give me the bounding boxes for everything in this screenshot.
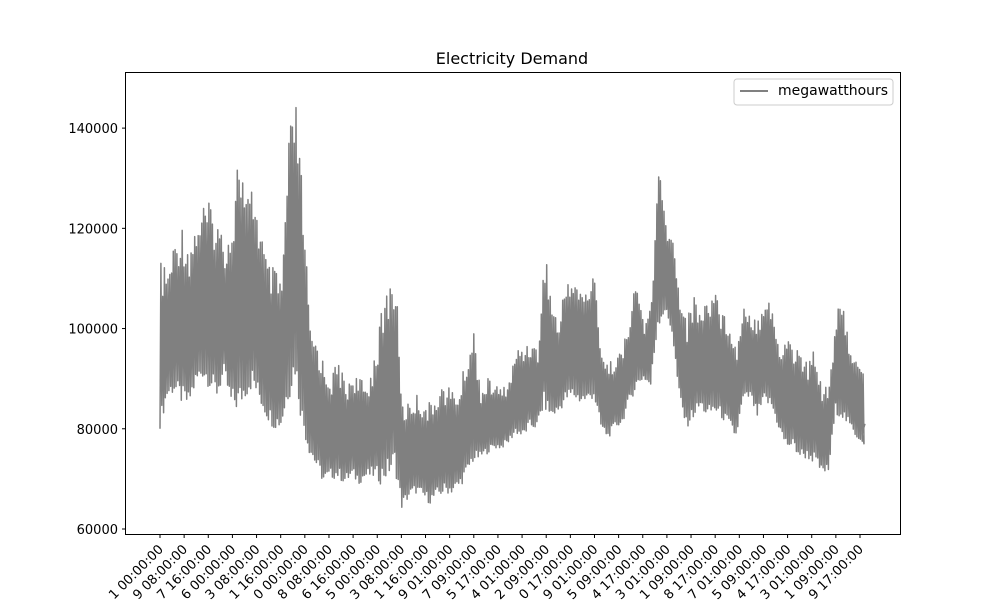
y-tick-label: 120000 [68, 222, 118, 237]
y-tick-label: 80000 [77, 423, 118, 438]
legend-label-megawatthours: megawatthours [778, 83, 888, 99]
series-line-megawatthours [159, 106, 866, 509]
y-tick-label: 100000 [68, 323, 118, 338]
chart-title: Electricity Demand [436, 49, 588, 68]
plot-area [159, 106, 866, 509]
y-axis: 60000 80000 100000 120000 140000 [68, 122, 126, 538]
y-tick-label: 140000 [68, 122, 118, 137]
legend-box [733, 78, 894, 106]
y-tick-label: 60000 [77, 523, 118, 538]
plot-frame [125, 72, 901, 535]
x-axis: 1 00:00:009 08:00:007 16:00:006 00:00:00… [106, 534, 867, 603]
legend: megawatthours [733, 78, 894, 106]
